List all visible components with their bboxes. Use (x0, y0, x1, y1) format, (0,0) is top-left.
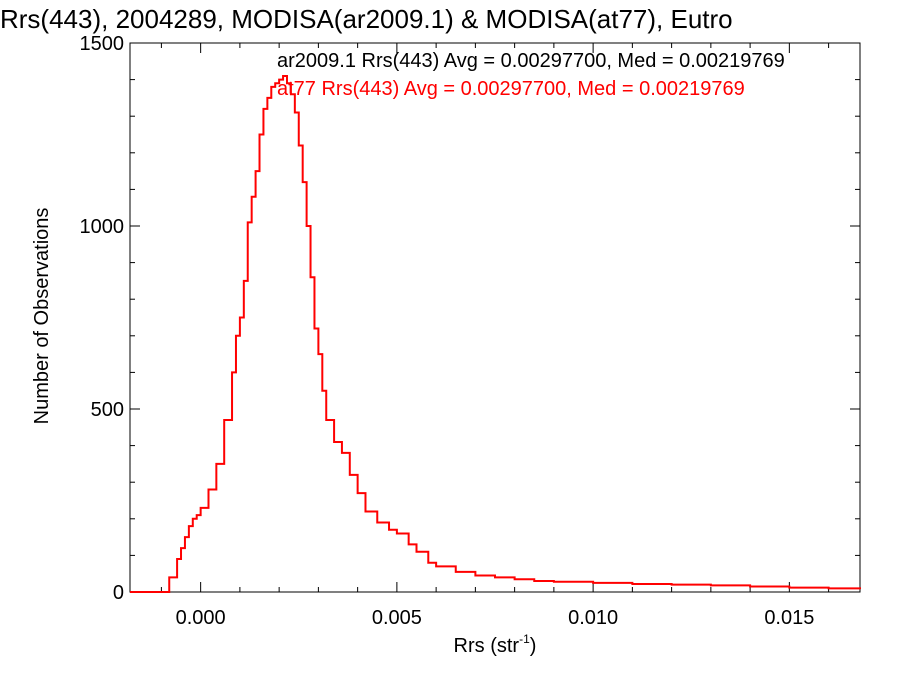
stats-annotation: ar2009.1 Rrs(443) Avg = 0.00297700, Med … (277, 50, 785, 72)
plot-border (129, 42, 861, 593)
x-axis-label-superscript: -1 (519, 632, 530, 646)
y-axis-label: Number of Observations (31, 208, 53, 425)
y-tick-label: 0 (113, 582, 124, 604)
x-axis-label: Rrs (str-1) (454, 632, 537, 657)
x-axis-label-close: ) (530, 635, 537, 657)
plot-frame (129, 42, 861, 593)
chart-title: Rrs(443), 2004289, MODISA(ar2009.1) & MO… (0, 4, 733, 34)
annotations: ar2009.1 Rrs(443) Avg = 0.00297700, Med … (277, 50, 785, 100)
x-axis-label-text: Rrs (str (454, 635, 520, 657)
histogram-series-line (130, 74, 861, 593)
y-axis: 0 500 1000 1500 (80, 33, 860, 604)
series-layer (130, 74, 861, 593)
x-tick-label: 0.000 (176, 607, 226, 629)
y-tick-label: 1000 (80, 216, 125, 238)
x-tick-label: 0.015 (764, 607, 814, 629)
x-tick-label: 0.005 (372, 607, 422, 629)
y-tick-label: 500 (91, 399, 124, 421)
x-axis: 0.000 0.005 0.010 0.015 (160, 43, 830, 629)
stats-annotation: at77 Rrs(443) Avg = 0.00297700, Med = 0.… (277, 78, 745, 100)
x-tick-label: 0.010 (568, 607, 618, 629)
y-tick-label: 1500 (80, 33, 125, 55)
